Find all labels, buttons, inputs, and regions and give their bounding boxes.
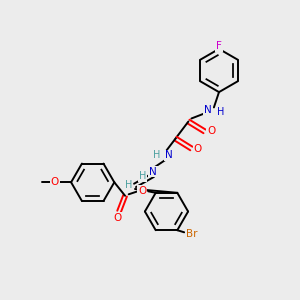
Text: O: O: [207, 126, 215, 136]
Text: N: N: [149, 167, 157, 177]
Text: Br: Br: [186, 229, 197, 239]
Text: H: H: [153, 150, 160, 161]
Text: H: H: [125, 180, 132, 190]
Text: N: N: [204, 105, 212, 116]
Text: F: F: [216, 41, 222, 52]
Text: H: H: [218, 107, 225, 117]
Text: H: H: [139, 171, 146, 181]
Text: N: N: [165, 150, 172, 161]
Text: O: O: [51, 177, 59, 187]
Text: O: O: [194, 143, 202, 154]
Text: O: O: [138, 186, 146, 196]
Text: O: O: [114, 213, 122, 223]
